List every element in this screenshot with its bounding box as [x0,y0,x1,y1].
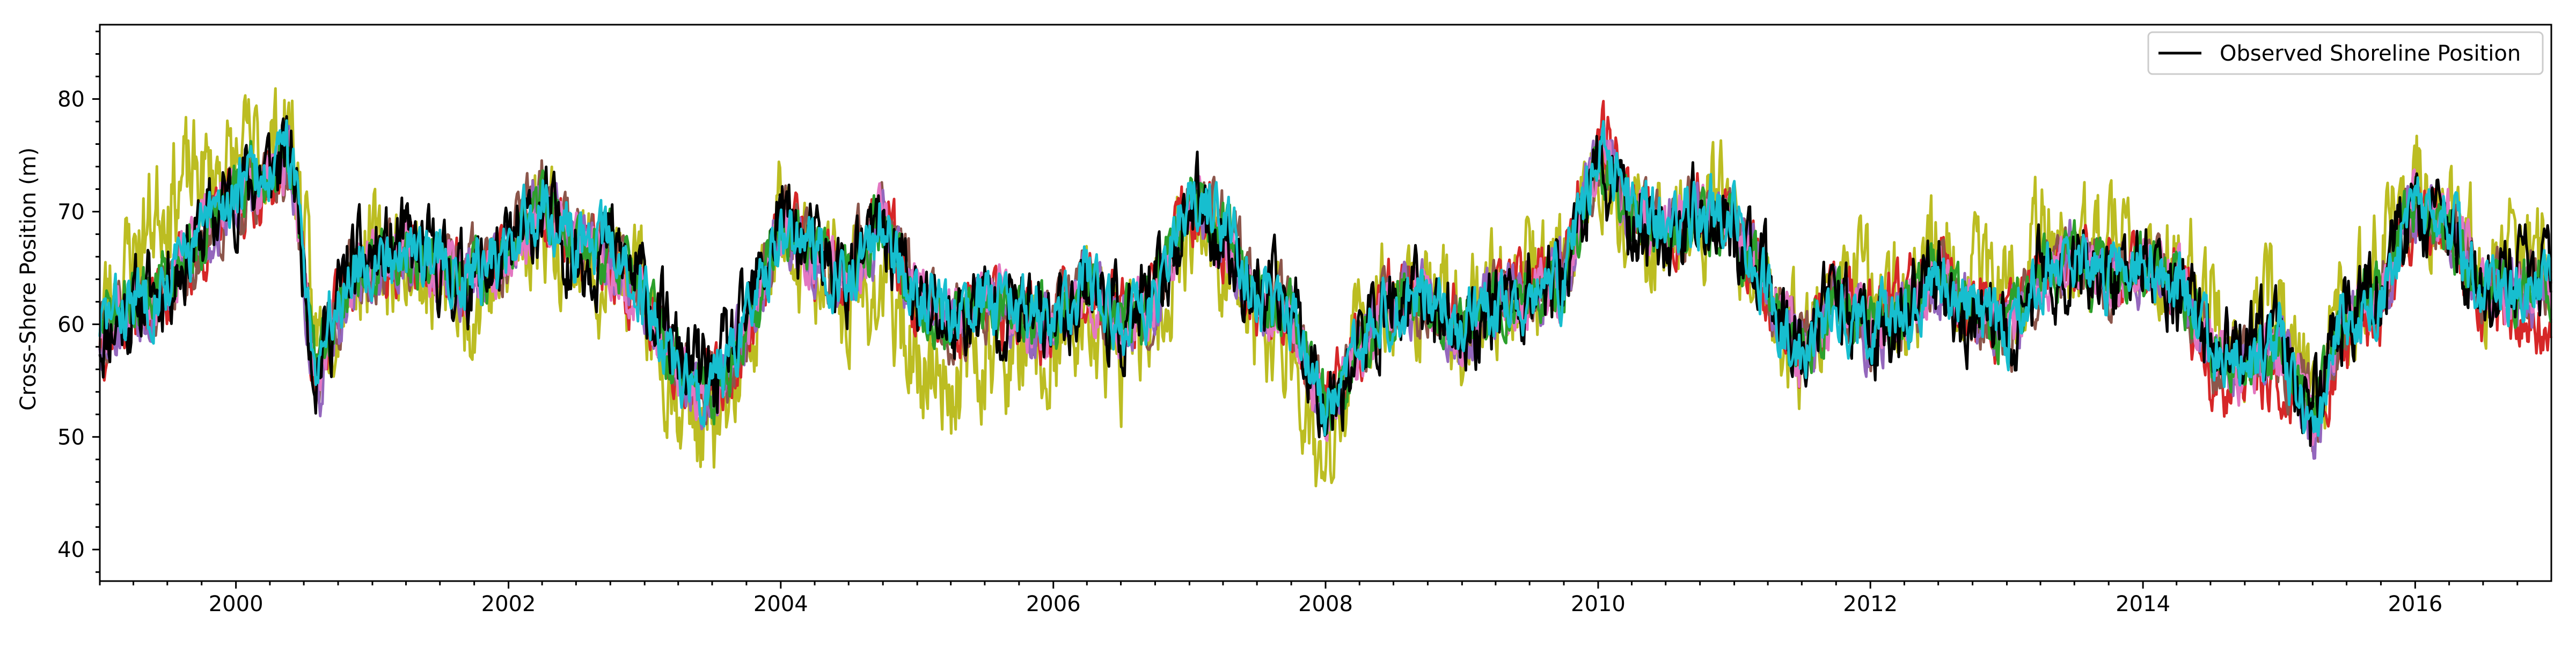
axes-layer: 40 50 60 70 80 2000 2002 2004 2006 2008 2010 2012 20… [57,24,2552,616]
x-tick-label: 2014 [2116,592,2170,616]
y-axis-label: Cross-Shore Position (m) [16,148,41,411]
legend-label: Observed Shoreline Position [2220,41,2521,66]
x-tick-label: 2000 [209,592,264,616]
y-tick-label: 60 [57,312,85,337]
x-tick-label: 2010 [1571,592,1626,616]
series-line [98,119,2552,437]
x-tick-label: 2002 [481,592,536,616]
y-tick-label: 50 [57,425,85,450]
x-tick-label: 2004 [753,592,808,616]
y-tick-label: 40 [57,538,85,562]
x-tick-label: 2016 [2388,592,2442,616]
y-tick-label: 80 [57,87,85,112]
x-tick-label: 2012 [1843,592,1898,616]
legend: Observed Shoreline Position [2147,31,2544,75]
x-tick-label: 2006 [1026,592,1081,616]
y-tick-label: 70 [57,200,85,224]
x-tick-label: 2008 [1298,592,1353,616]
series-layer [98,87,2552,488]
legend-frame [2147,31,2544,75]
